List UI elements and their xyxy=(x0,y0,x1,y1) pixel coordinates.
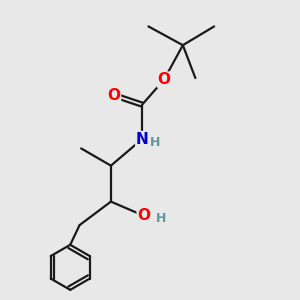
Text: N: N xyxy=(136,131,148,146)
Text: O: O xyxy=(107,88,121,103)
Text: H: H xyxy=(156,212,166,225)
Text: O: O xyxy=(137,208,150,223)
Text: H: H xyxy=(150,136,160,149)
Text: O: O xyxy=(158,72,171,87)
